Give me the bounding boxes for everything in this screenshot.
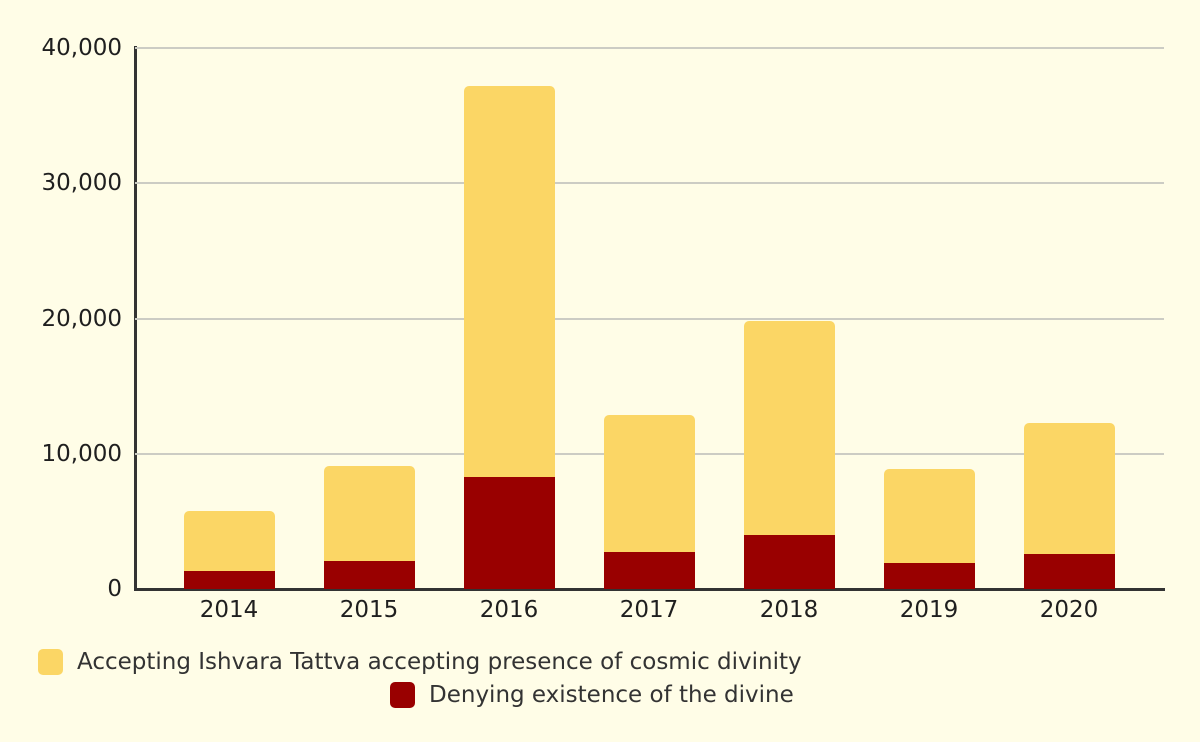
legend-item-accepting[interactable]: Accepting Ishvara Tattva accepting prese… (38, 648, 802, 676)
x-axis-line (134, 588, 1165, 591)
y-tick-label-40,000: 40,000 (41, 35, 122, 61)
legend-item-denying[interactable]: Denying existence of the divine (390, 681, 794, 709)
y-tick-label-0: 0 (107, 576, 122, 602)
bar-segment-denying-2020[interactable] (1023, 553, 1115, 589)
bar-segment-denying-2017[interactable] (603, 552, 695, 589)
gridline-40,000 (135, 47, 1164, 49)
legend-label-accepting: Accepting Ishvara Tattva accepting prese… (77, 649, 802, 675)
legend-label-denying: Denying existence of the divine (429, 682, 794, 708)
x-tick-label-2016: 2016 (479, 597, 539, 623)
y-tick-label-20,000: 20,000 (41, 305, 122, 332)
x-tick-label-2020: 2020 (1039, 597, 1099, 623)
bar-segment-accepting-2018[interactable] (743, 321, 835, 535)
bar-segment-denying-2015[interactable] (323, 560, 415, 589)
bar-segment-denying-2014[interactable] (183, 571, 275, 589)
y-tick-label-10,000: 10,000 (41, 440, 122, 467)
x-tick-label-2019: 2019 (899, 597, 959, 623)
bar-segment-denying-2019[interactable] (883, 563, 975, 589)
x-tick-label-2018: 2018 (759, 597, 819, 623)
gridline-30,000 (135, 182, 1164, 185)
x-tick-label-2017: 2017 (619, 597, 679, 623)
accepting-series-swatch-icon (38, 649, 63, 675)
bar-segment-denying-2018[interactable] (743, 534, 835, 589)
y-tick-label-30,000: 30,000 (41, 170, 122, 197)
bar-segment-accepting-2016[interactable] (463, 85, 555, 477)
bar-segment-accepting-2014[interactable] (183, 510, 275, 572)
bar-segment-accepting-2015[interactable] (323, 465, 415, 561)
bar-segment-accepting-2019[interactable] (883, 468, 975, 564)
gridline-20,000 (135, 317, 1164, 320)
bar-segment-denying-2016[interactable] (463, 476, 555, 589)
bar-segment-accepting-2020[interactable] (1023, 422, 1115, 554)
bar-segment-accepting-2017[interactable] (603, 414, 695, 553)
denying-series-swatch-icon (390, 682, 415, 708)
x-tick-label-2014: 2014 (199, 597, 259, 623)
x-tick-label-2015: 2015 (339, 597, 399, 623)
